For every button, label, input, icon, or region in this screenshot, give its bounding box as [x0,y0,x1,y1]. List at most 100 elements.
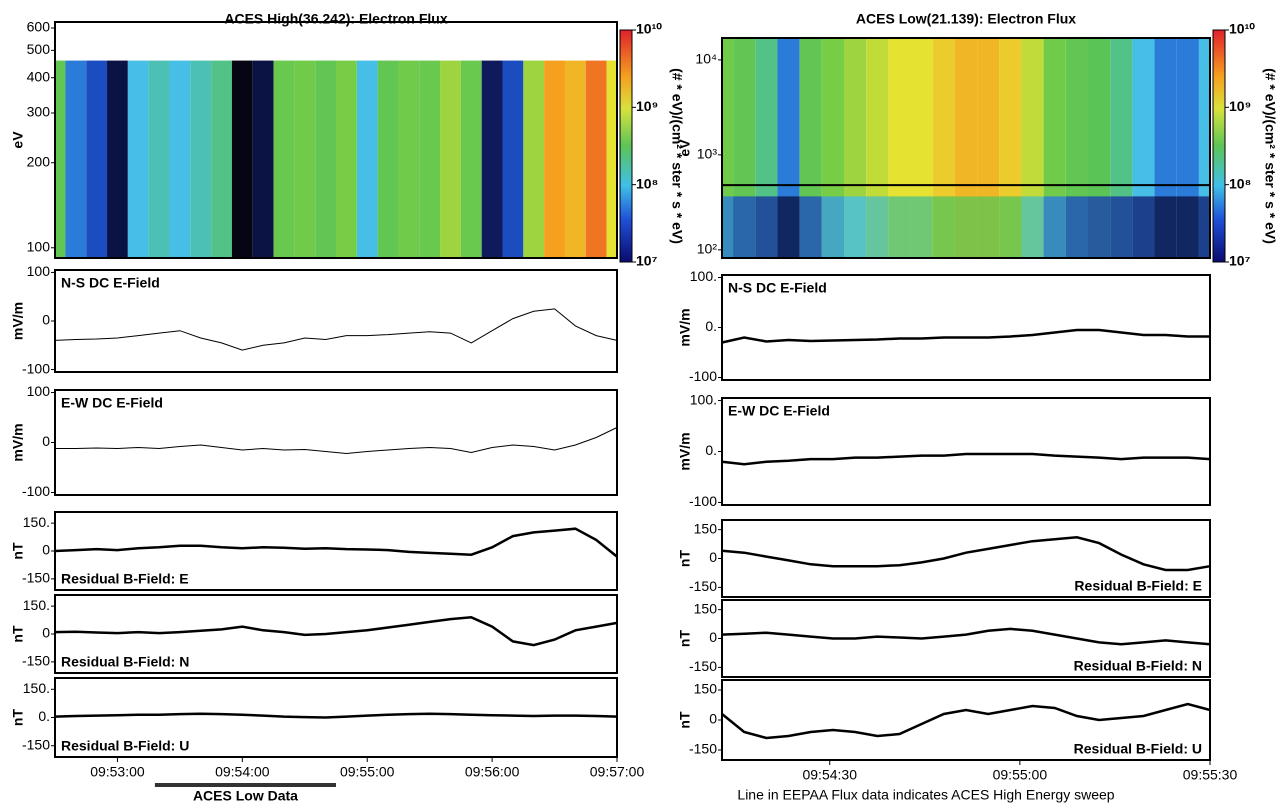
flux-low-energy [844,196,867,258]
x-tick-label: 09:56:00 [465,764,520,780]
y-axis-label: nT [10,625,26,643]
y-tick-label: 100 [27,383,51,399]
trace [721,702,1211,740]
y-axis-label: mV/m [677,308,693,346]
trace [721,452,1211,466]
chart-title: ACES High(36.242): Electron Flux [224,11,447,27]
trace [54,527,618,558]
y-tick-label: 0. [38,708,50,724]
flux-column [585,60,607,258]
y-tick-label: 150 [694,520,718,536]
flux-low-energy [1176,196,1199,258]
flux-column [502,60,524,258]
panel-label: Residual B-Field: E [1074,578,1202,594]
flux-low-energy [1043,196,1066,258]
y-tick-label: 100. [690,268,717,284]
y-tick-label: 0 [709,549,717,565]
flux-column [606,60,617,258]
y-tick-label: 150. [23,514,50,530]
flux-column [273,60,295,258]
plot-frame [54,21,618,259]
y-tick-label: 10⁴ [695,51,717,67]
flux-low-energy [866,196,889,258]
trace [721,328,1210,344]
panel-label: E-W DC E-Field [728,403,830,419]
y-tick-label: 150. [23,597,50,613]
y-tick-label: 600 [27,19,51,35]
flux-low-energy [977,196,1000,258]
colorbar [1212,29,1226,263]
y-tick-label: 0 [42,625,50,641]
flux-column [356,60,378,258]
y-tick-label: 100. [690,391,717,407]
panel-label: Residual B-Field: U [1074,741,1202,757]
x-tick-label: 09:53:00 [90,764,145,780]
trace [54,308,618,351]
y-axis-label: mV/m [10,423,26,461]
y-tick-label: -150 [689,578,717,594]
flux-column [1198,38,1210,258]
panel-label: Residual B-Field: U [61,738,189,754]
y-tick-label: -100 [689,493,717,509]
flux-low-energy [999,196,1022,258]
flux-column [86,60,108,258]
x-tick-label: 09:57:00 [590,764,645,780]
colorbar-tick-label: 10⁸ [1229,175,1251,191]
flux-column [148,60,170,258]
y-tick-label: -100 [22,483,50,499]
y-tick-label: 400 [27,68,51,84]
flux-column [231,60,253,258]
y-tick-label: -150 [22,736,50,752]
y-tick-label: -100 [22,360,50,376]
y-tick-label: 0 [709,711,717,727]
y-tick-label: 0 [42,312,50,328]
flux-column [336,60,357,258]
x-tick-label: 09:55:30 [1183,767,1238,783]
colorbar-tick-label: 10⁸ [636,175,658,191]
y-axis-label: nT [677,711,693,729]
flux-low-energy [1154,196,1177,258]
trace [54,616,618,647]
flux-column [127,60,149,258]
y-tick-label: -100 [689,368,717,384]
flux-column [65,60,87,258]
trace [721,536,1211,572]
annotation: ACES Low Data [193,788,298,804]
flux-low-energy [1065,196,1088,258]
colorbar [619,29,633,263]
flux-column [211,60,232,258]
flux-column [294,60,316,258]
y-tick-label: 0 [42,433,50,449]
flux-low-energy [910,196,933,258]
flux-low-energy [932,196,955,258]
y-tick-label: -150 [22,653,50,669]
flux-column [440,60,461,258]
flux-low-energy [821,196,844,258]
chart-title: ACES Low(21.139): Electron Flux [856,11,1076,27]
note: Line in EEPAA Flux data indicates ACES H… [737,787,1114,803]
colorbar-tick-label: 10⁹ [1229,98,1251,114]
y-tick-label: 100 [27,263,51,279]
flux-column [169,60,191,258]
flux-low-energy [777,196,800,258]
colorbar-tick-label: 10⁷ [1229,253,1251,269]
flux-low-energy [722,196,734,258]
trace [54,712,618,719]
y-axis-label: nT [10,542,26,560]
flux-column [419,60,441,258]
panel-label: Residual B-Field: N [1074,658,1202,674]
y-axis-label: nT [677,550,693,568]
flux-column [190,60,212,258]
trace [55,427,618,455]
y-axis-label: mV/m [677,432,693,470]
y-tick-label: 300 [27,104,51,120]
y-tick-label: 150 [694,600,718,616]
colorbar-label: (# * eV)/(cm² * ster * s * eV) [669,68,685,244]
y-axis-label: nT [10,709,26,727]
panel-label: E-W DC E-Field [61,395,163,411]
plot-frame [721,37,1211,259]
y-tick-label: -150 [22,570,50,586]
flux-column [55,60,66,258]
flux-low-energy [1021,196,1044,258]
